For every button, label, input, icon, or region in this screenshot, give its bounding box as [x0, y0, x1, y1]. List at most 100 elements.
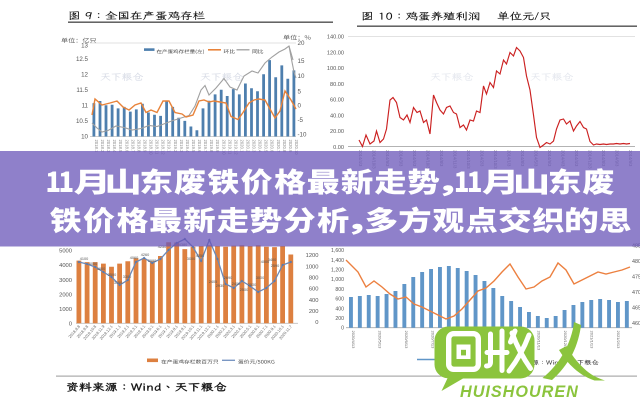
svg-text:2019.1: 2019.1	[167, 140, 172, 153]
svg-text:2018.11: 2018.11	[155, 140, 160, 155]
svg-text:4250: 4250	[196, 254, 204, 258]
svg-text:2020/12/13: 2020/12/13	[563, 331, 568, 352]
svg-text:2500: 2500	[240, 288, 248, 292]
svg-text:2018.5: 2018.5	[118, 140, 123, 153]
svg-text:2018.8: 2018.8	[136, 140, 141, 153]
svg-text:2019.10: 2019.10	[221, 140, 226, 156]
svg-text:2019.12: 2019.12	[233, 140, 238, 156]
svg-text:2018.1: 2018.1	[94, 140, 99, 153]
svg-text:3800: 3800	[97, 267, 105, 271]
svg-text:2930: 2930	[216, 284, 224, 288]
svg-text:200: 200	[309, 309, 319, 315]
svg-text:40.00: 40.00	[330, 113, 344, 119]
svg-text:5000: 5000	[59, 249, 72, 255]
svg-text:2019.4: 2019.4	[185, 140, 190, 153]
svg-text:1,600: 1,600	[331, 248, 344, 254]
svg-text:4060: 4060	[130, 256, 138, 260]
svg-text:2020.8: 2020.8	[282, 140, 287, 153]
svg-text:5: 5	[298, 88, 302, 95]
svg-text:2020.1: 2020.1	[239, 140, 244, 153]
svg-text:4000: 4000	[261, 260, 269, 264]
svg-text:HUISHOUREN: HUISHOUREN	[460, 383, 579, 400]
svg-text:400: 400	[335, 306, 344, 312]
svg-text:470: 470	[632, 290, 640, 296]
svg-text:460: 460	[632, 321, 640, 327]
svg-text:2019.8: 2019.8	[209, 140, 214, 153]
svg-text:4260: 4260	[141, 253, 149, 257]
svg-text:20: 20	[298, 40, 305, 47]
svg-text:2020/6/13: 2020/6/13	[404, 331, 409, 350]
svg-text:2019.6: 2019.6	[197, 140, 202, 153]
svg-text:2590: 2590	[271, 264, 279, 268]
svg-text:20.00: 20.00	[330, 129, 344, 135]
svg-text:2018.3: 2018.3	[106, 140, 111, 153]
svg-text:2020/5/13: 2020/5/13	[378, 331, 383, 350]
svg-text:2690: 2690	[224, 276, 232, 280]
svg-text:3500: 3500	[108, 273, 116, 277]
svg-text:2021/2/13: 2021/2/13	[616, 331, 621, 350]
svg-text:465: 465	[632, 306, 640, 312]
svg-text:3400: 3400	[268, 258, 276, 262]
svg-text:11: 11	[82, 103, 89, 110]
svg-text:2020.9: 2020.9	[288, 140, 293, 153]
svg-text:3000: 3000	[187, 257, 195, 261]
svg-text:0: 0	[341, 326, 344, 332]
svg-text:12: 12	[81, 71, 88, 78]
svg-text:2018.12: 2018.12	[161, 140, 166, 156]
svg-text:485: 485	[632, 244, 640, 250]
svg-text:80.00: 80.00	[330, 82, 344, 88]
svg-text:60.00: 60.00	[330, 98, 344, 104]
svg-text:3300: 3300	[123, 275, 131, 279]
svg-text:11.5: 11.5	[76, 87, 88, 94]
svg-text:0: 0	[315, 320, 318, 326]
svg-text:2020/7/13: 2020/7/13	[431, 331, 436, 350]
svg-text:2018.9: 2018.9	[143, 140, 148, 153]
svg-text:400: 400	[309, 298, 319, 304]
svg-text:1,400: 1,400	[331, 258, 344, 264]
svg-text:1,200: 1,200	[331, 268, 344, 274]
svg-text:2019.11: 2019.11	[227, 140, 232, 155]
svg-text:2019.5: 2019.5	[191, 140, 196, 153]
svg-text:2405: 2405	[209, 280, 217, 284]
svg-text:2019.3: 2019.3	[179, 140, 184, 153]
svg-text:2020.7: 2020.7	[276, 140, 281, 153]
svg-text:2000: 2000	[59, 292, 72, 298]
svg-text:2500: 2500	[248, 283, 256, 287]
svg-text:800: 800	[335, 287, 344, 293]
svg-text:2018.6: 2018.6	[124, 140, 129, 153]
svg-text:3150: 3150	[114, 281, 122, 285]
svg-text:600: 600	[335, 297, 344, 303]
svg-text:2020.5: 2020.5	[264, 140, 269, 153]
svg-text:3000: 3000	[59, 278, 72, 284]
svg-text:3990: 3990	[148, 259, 156, 263]
svg-text:2020.6: 2020.6	[270, 140, 275, 153]
svg-text:1,000: 1,000	[331, 277, 344, 283]
svg-text:800: 800	[309, 276, 319, 282]
svg-text:2018.2: 2018.2	[100, 140, 105, 153]
svg-text:2020/11/13: 2020/11/13	[537, 331, 542, 351]
svg-text:3000: 3000	[256, 276, 264, 280]
svg-text:2019.7: 2019.7	[203, 140, 208, 153]
svg-text:2018.4: 2018.4	[112, 140, 117, 153]
svg-text:2020.10: 2020.10	[294, 140, 299, 156]
svg-text:-10: -10	[298, 131, 308, 138]
svg-text:2400: 2400	[232, 282, 240, 286]
svg-text:475: 475	[632, 275, 640, 281]
svg-text:2019.9: 2019.9	[215, 140, 220, 153]
svg-text:200: 200	[335, 316, 344, 322]
svg-text:2018.7: 2018.7	[130, 140, 135, 153]
svg-text:13: 13	[81, 43, 88, 50]
svg-text:4250: 4250	[158, 245, 166, 249]
svg-text:0: 0	[69, 322, 72, 328]
svg-text:2020.2: 2020.2	[246, 140, 251, 153]
svg-text:4100: 4100	[80, 257, 88, 261]
svg-text:2018.10: 2018.10	[149, 140, 154, 156]
svg-text:4000: 4000	[89, 262, 97, 266]
svg-text:4000: 4000	[59, 263, 72, 269]
svg-text:140.00: 140.00	[327, 35, 344, 41]
svg-text:2019.2: 2019.2	[173, 140, 178, 153]
svg-text:2020.3: 2020.3	[252, 140, 257, 153]
svg-text:0: 0	[298, 103, 302, 110]
svg-text:1000: 1000	[306, 264, 319, 270]
svg-text:2020/4/13: 2020/4/13	[351, 331, 356, 350]
